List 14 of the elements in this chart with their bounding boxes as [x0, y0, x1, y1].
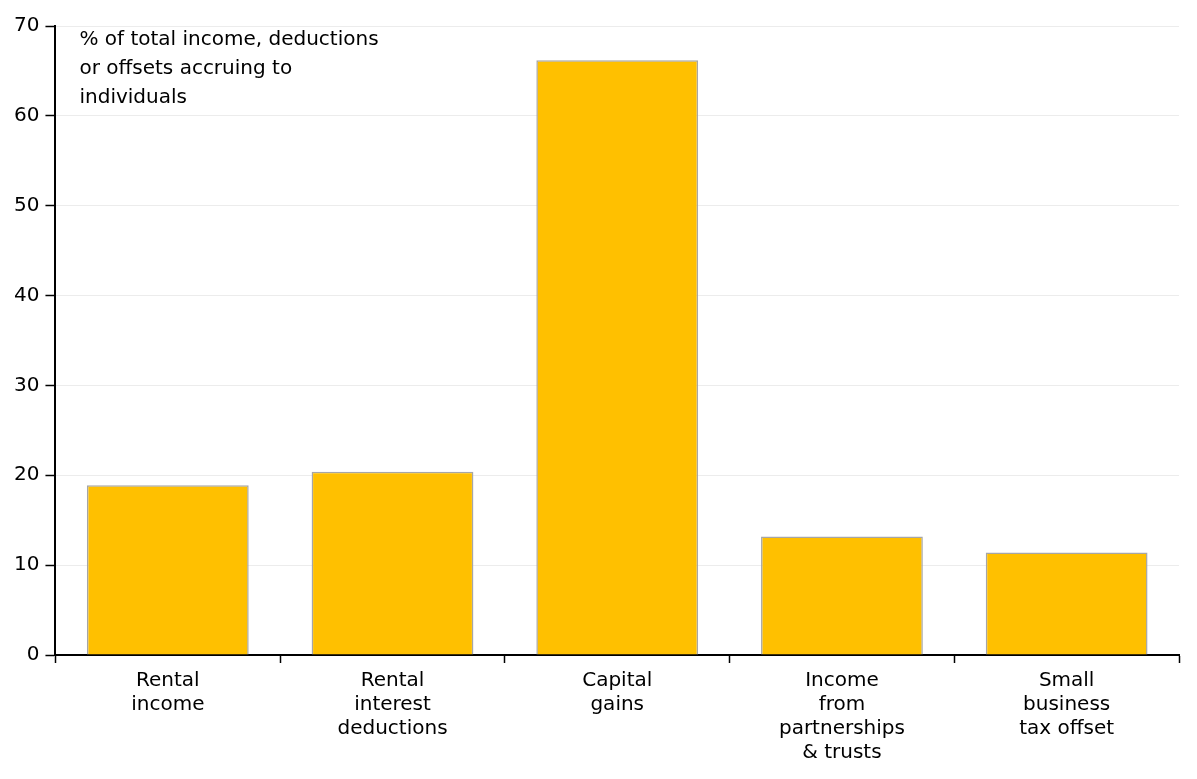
x-tick-label: Rental income: [131, 667, 205, 716]
y-tick-label: 30: [14, 371, 40, 396]
x-tick-label: Capital gains: [582, 667, 653, 716]
y-tick-label: 70: [14, 12, 40, 37]
x-tick-label: Income from partnerships & trusts: [778, 667, 905, 764]
y-tick-label: 60: [14, 102, 40, 127]
x-tick-label: Small business tax offset: [1019, 667, 1115, 740]
x-tick-label: Rental interest deductions: [337, 667, 448, 740]
annotation: % of total income, deductions or offsets accruing to individuals: [79, 26, 379, 109]
y-tick-label: 0: [26, 641, 40, 666]
y-tick-label: 10: [14, 551, 40, 576]
y-tick-label: 40: [14, 281, 40, 306]
y-tick-label: 20: [14, 461, 40, 486]
y-tick-label: 50: [14, 191, 40, 216]
